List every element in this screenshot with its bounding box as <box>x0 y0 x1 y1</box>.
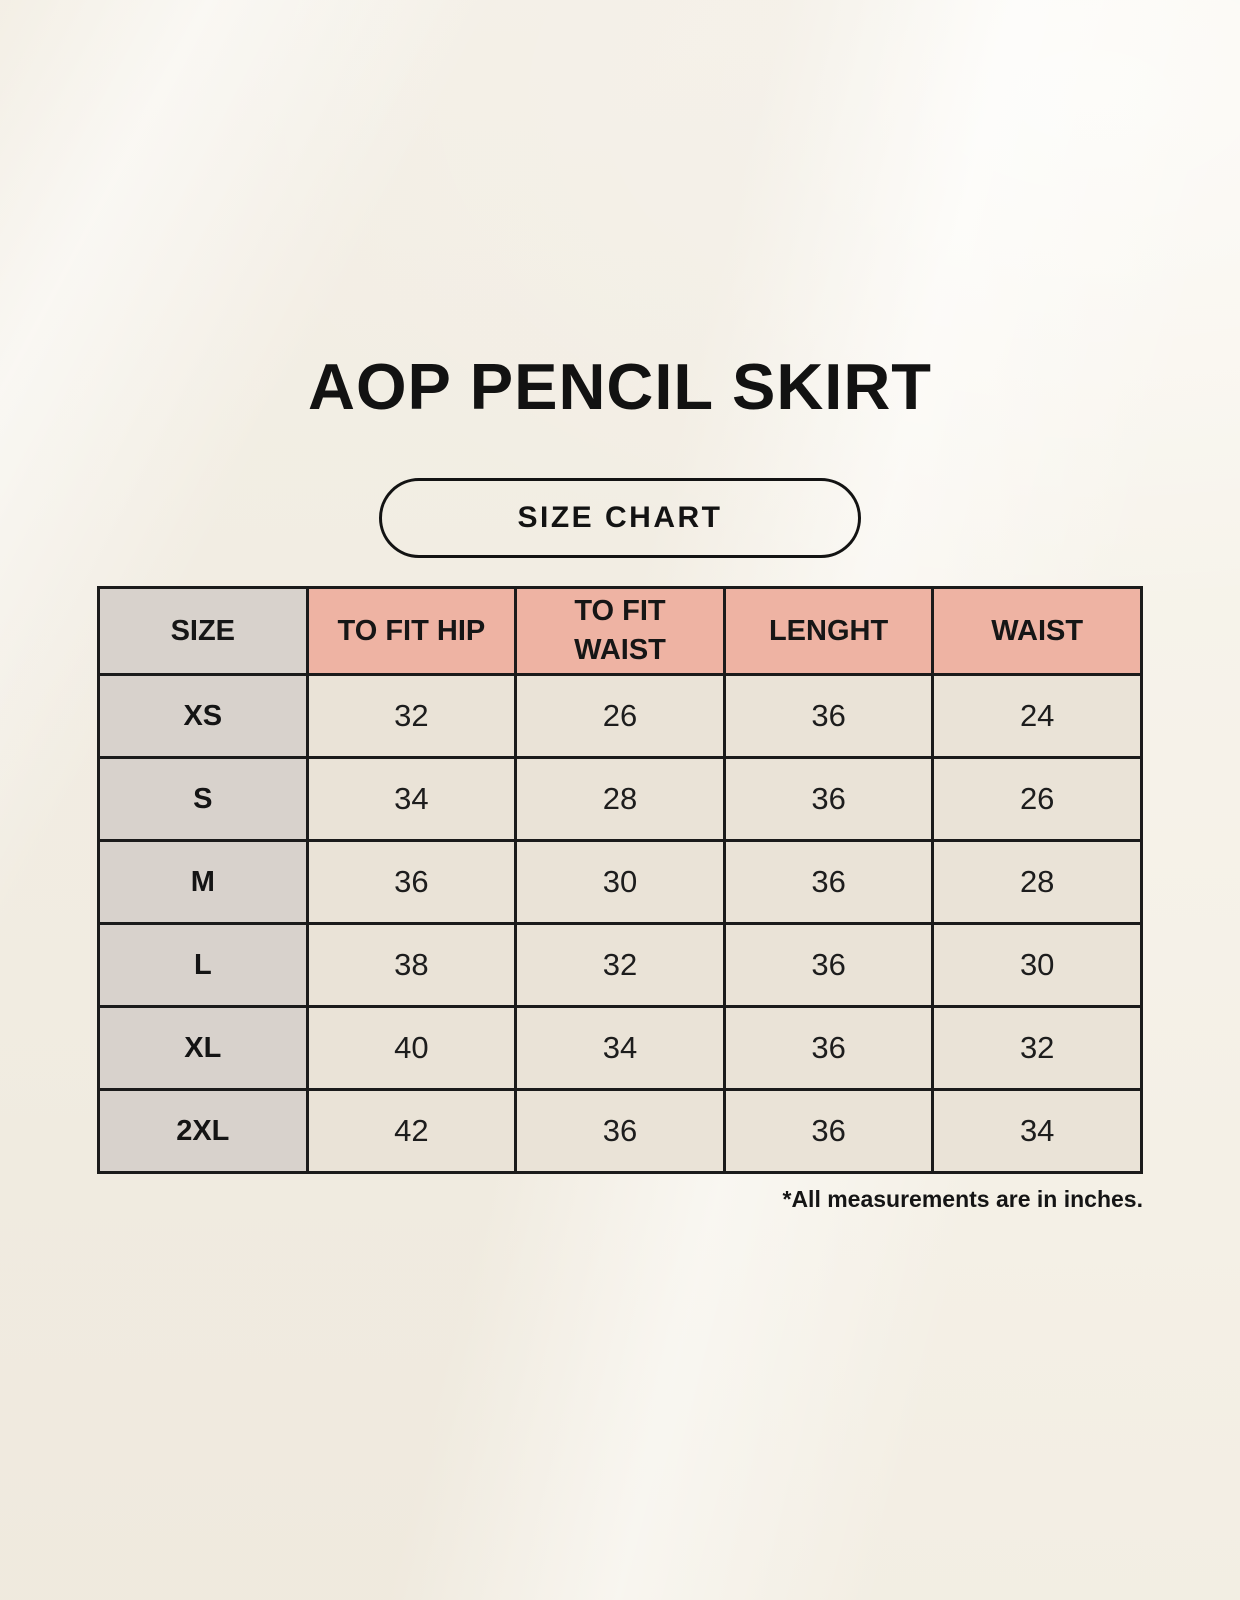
header-row: SIZE TO FIT HIP TO FIT WAIST LENGHT WAIS… <box>97 586 1143 677</box>
value-cell: 36 <box>722 1088 935 1175</box>
size-cell-s: S <box>97 756 309 843</box>
value-cell: 30 <box>931 922 1143 1009</box>
value-cell: 36 <box>722 673 935 760</box>
size-table: SIZE TO FIT HIP TO FIT WAIST LENGHT WAIS… <box>97 586 1143 1175</box>
value-cell: 32 <box>305 673 518 760</box>
value-cell: 36 <box>722 1005 935 1092</box>
value-cell: 24 <box>931 673 1143 760</box>
header-cell-waist: WAIST <box>931 586 1143 677</box>
header-cell-to-fit-hip: TO FIT HIP <box>305 586 518 677</box>
value-cell: 36 <box>722 839 935 926</box>
value-cell: 34 <box>514 1005 726 1092</box>
size-cell-xl: XL <box>97 1005 309 1092</box>
header-cell-lenght: LENGHT <box>722 586 935 677</box>
value-cell: 40 <box>305 1005 518 1092</box>
table-row-l: L 38 32 36 30 <box>97 922 1143 1009</box>
header-cell-size: SIZE <box>97 586 309 677</box>
size-chart-badge-label: SIZE CHART <box>517 501 723 535</box>
value-cell: 36 <box>722 756 935 843</box>
measurements-footnote: *All measurements are in inches. <box>782 1186 1144 1213</box>
table-row-xl: XL 40 34 36 32 <box>97 1005 1143 1092</box>
value-cell: 34 <box>305 756 518 843</box>
value-cell: 32 <box>514 922 726 1009</box>
value-cell: 36 <box>305 839 518 926</box>
table-row-xs: XS 32 26 36 24 <box>97 673 1143 760</box>
value-cell: 32 <box>931 1005 1143 1092</box>
size-cell-l: L <box>97 922 309 1009</box>
value-cell: 38 <box>305 922 518 1009</box>
value-cell: 26 <box>931 756 1143 843</box>
size-cell-m: M <box>97 839 309 926</box>
header-cell-to-fit-waist: TO FIT WAIST <box>514 586 726 677</box>
table-row-2xl: 2XL 42 36 36 34 <box>97 1088 1143 1175</box>
table-row-s: S 34 28 36 26 <box>97 756 1143 843</box>
value-cell: 28 <box>931 839 1143 926</box>
footnote-wrap: *All measurements are in inches. <box>97 1186 1144 1213</box>
value-cell: 30 <box>514 839 726 926</box>
value-cell: 34 <box>931 1088 1143 1175</box>
value-cell: 28 <box>514 756 726 843</box>
value-cell: 26 <box>514 673 726 760</box>
table-row-m: M 36 30 36 28 <box>97 839 1143 926</box>
page-title: AOP PENCIL SKIRT <box>308 350 932 423</box>
size-cell-2xl: 2XL <box>97 1088 309 1175</box>
value-cell: 42 <box>305 1088 518 1175</box>
size-chart-badge: SIZE CHART <box>379 478 861 559</box>
value-cell: 36 <box>514 1088 726 1175</box>
size-cell-xs: XS <box>97 673 309 760</box>
value-cell: 36 <box>722 922 935 1009</box>
